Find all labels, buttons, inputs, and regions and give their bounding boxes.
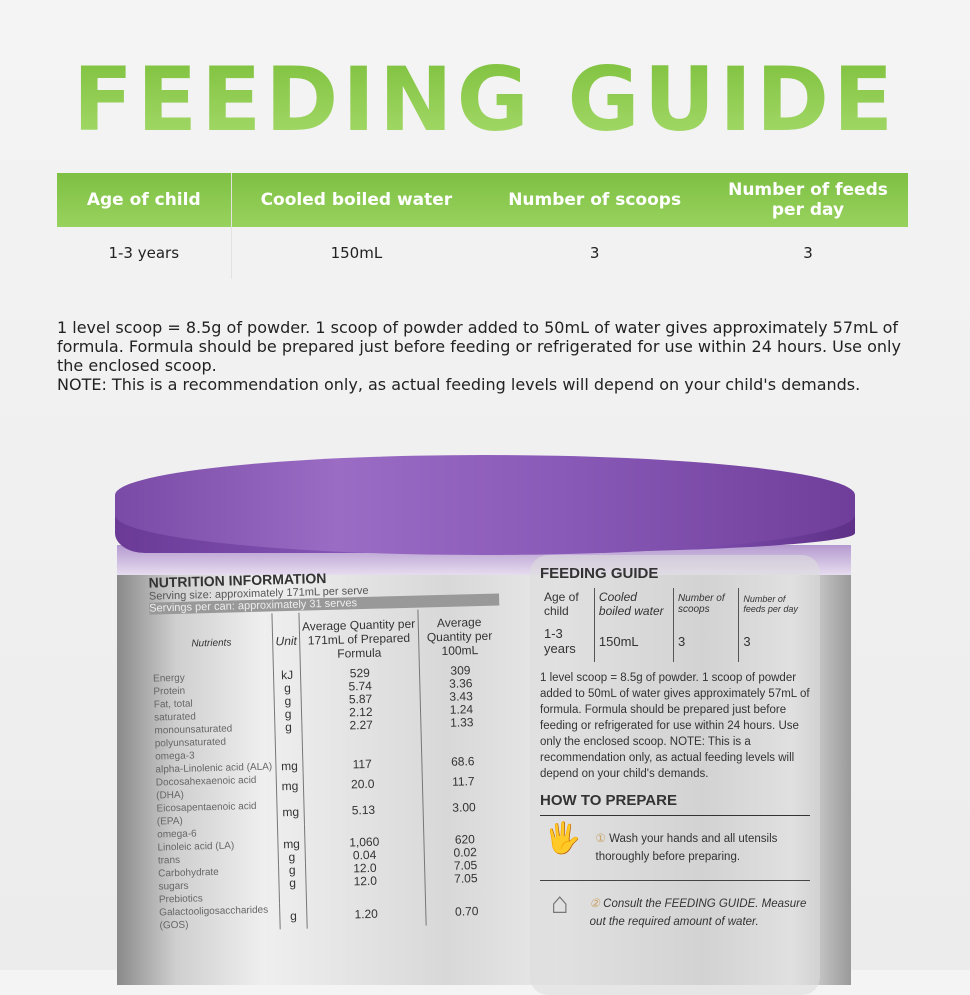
can-fg-header: Number of scoops xyxy=(673,588,740,620)
nutrition-cell: g xyxy=(279,876,306,891)
prepare-step: ⌂ ② Consult the FEEDING GUIDE. Measure o… xyxy=(540,887,810,945)
header-water: Cooled boiled water xyxy=(231,173,482,227)
page-title: FEEDING GUIDE xyxy=(0,48,970,151)
nutrition-cell: 11.7 xyxy=(451,773,475,789)
step-text: Wash your hands and all utensils thoroug… xyxy=(595,833,778,863)
can-lid xyxy=(115,455,855,555)
can-fg-cell: 150mL xyxy=(594,620,674,662)
header-scoops: Number of scoops xyxy=(481,173,708,227)
header-age: Age of child xyxy=(57,173,232,227)
can-fg-cell: 3 xyxy=(743,633,751,649)
nutrition-cell: mg xyxy=(277,798,305,826)
nutrition-cell xyxy=(279,889,307,904)
nutrition-cell: 20.0 xyxy=(302,769,423,799)
can-feeding-table: Age of child Cooled boiled water Number … xyxy=(540,588,810,662)
note-scoop: 1 level scoop = 8.5g of powder. 1 scoop … xyxy=(57,318,901,375)
nutrition-cell: g xyxy=(279,902,307,930)
feeding-guide-table: Age of child Cooled boiled water Number … xyxy=(57,173,908,279)
can-fg-header: Number of feeds per day xyxy=(743,594,798,614)
nut-header: Nutrients xyxy=(149,613,274,673)
header-feeds: Number of feeds per day xyxy=(708,173,908,227)
formula-can-image: NUTRITION INFORMATION Serving size: appr… xyxy=(115,455,855,995)
can-fg-header: Cooled boiled water xyxy=(594,588,674,620)
table-row: 1-3 years 150mL 3 3 xyxy=(57,227,908,279)
nutrition-cell xyxy=(275,733,303,748)
nutrition-table: Nutrients Unit Average Quantity per 171m… xyxy=(149,607,507,933)
nutrition-cell: mg xyxy=(276,772,304,800)
step-number: ① xyxy=(595,833,606,845)
preparation-notes: 1 level scoop = 8.5g of powder. 1 scoop … xyxy=(57,318,927,394)
cell-scoops: 3 xyxy=(589,244,600,262)
nut-header: Unit xyxy=(272,612,301,670)
nutrition-cell: 5.13 xyxy=(303,795,424,825)
prepare-step: 🖐 ① Wash your hands and all utensils tho… xyxy=(540,822,810,881)
nutrition-cell: Docosahexaenoic acid (DHA) xyxy=(153,773,278,803)
can-fg-cell: 1-3 years xyxy=(540,620,595,662)
can-fg-header: Age of child xyxy=(540,588,595,620)
nut-header: Average Quantity per 171mL of Prepared F… xyxy=(298,609,420,669)
nutrition-cell: Eicosapentaenoic acid (EPA) xyxy=(154,799,278,829)
step-text: Consult the FEEDING GUIDE. Measure out t… xyxy=(589,898,807,928)
can-fg-cell: 3 xyxy=(673,620,740,662)
nutrition-panel: NUTRITION INFORMATION Serving size: appr… xyxy=(148,565,507,933)
nutrition-cell: 0.70 xyxy=(454,903,479,919)
cell-age: 1-3 years xyxy=(57,227,232,279)
nutrition-cell: Galactooligosaccharides (GOS) xyxy=(157,903,281,933)
nutrition-cell: 3.00 xyxy=(452,799,476,815)
nutrition-cell: mg xyxy=(276,759,303,774)
cell-water: 150mL xyxy=(330,244,383,262)
can-feeding-guide-title: FEEDING GUIDE xyxy=(540,565,659,582)
can-fg-text: 1 level scoop = 8.5g of powder. 1 scoop … xyxy=(540,672,810,780)
hand-washing-icon: 🖐 xyxy=(544,822,582,855)
scoop-icon: ⌂ xyxy=(550,887,569,920)
can-feeding-guide-panel: FEEDING GUIDE Age of child Cooled boiled… xyxy=(530,555,820,995)
nut-header: Average Quantity per 100mL xyxy=(426,614,493,658)
nutrition-cell: 1.20 xyxy=(306,899,427,929)
how-to-prepare-title: HOW TO PREPARE xyxy=(540,792,810,816)
table-header-row: Age of child Cooled boiled water Number … xyxy=(57,173,908,227)
nutrition-cell: g xyxy=(275,720,302,735)
step-number: ② xyxy=(589,898,600,910)
note-recommendation: NOTE: This is a recommendation only, as … xyxy=(57,375,861,394)
cell-feeds: 3 xyxy=(803,244,813,262)
